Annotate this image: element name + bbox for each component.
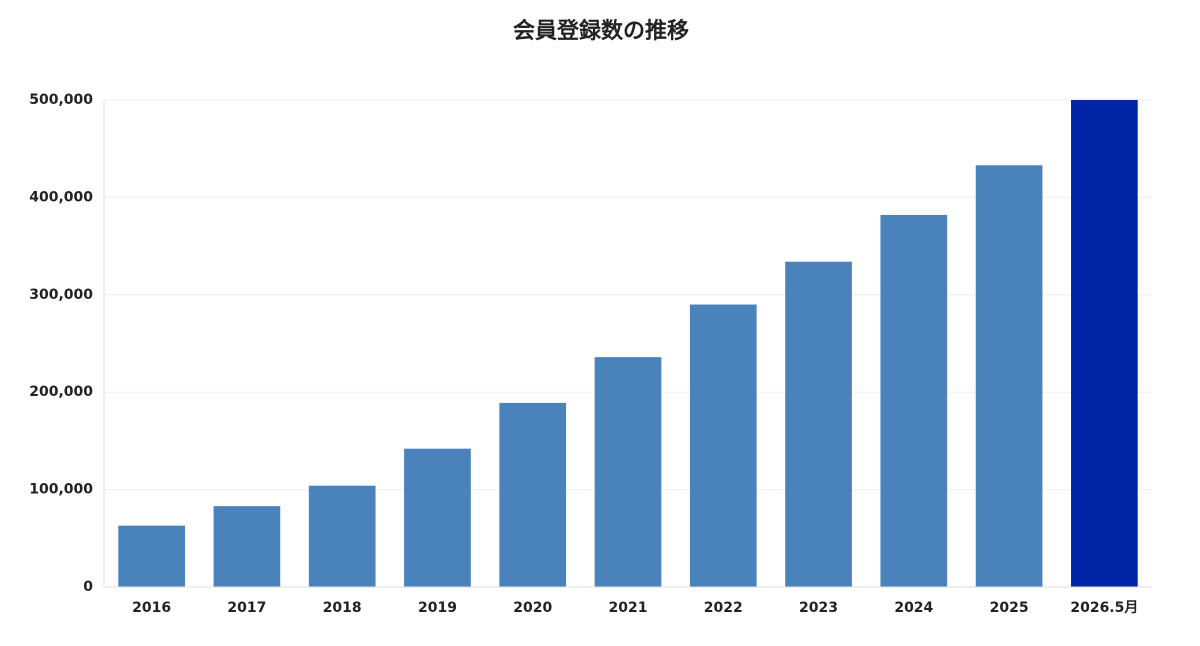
chart-title: 会員登録数の推移 <box>513 18 689 44</box>
bar <box>213 506 281 587</box>
x-tick-label: 2017 <box>227 600 266 616</box>
y-tick-label: 300,000 <box>29 287 93 303</box>
bar <box>308 485 376 587</box>
x-tick-label: 2024 <box>894 600 933 616</box>
y-tick-label: 100,000 <box>29 482 93 498</box>
bar <box>1071 100 1138 587</box>
bar <box>118 525 185 587</box>
y-tick-label: 200,000 <box>29 384 93 400</box>
bar <box>880 214 948 587</box>
bar <box>975 165 1043 587</box>
bar <box>404 448 471 587</box>
x-tick-label: 2026.5月 <box>1070 600 1138 616</box>
x-tick-label: 2023 <box>799 600 838 616</box>
bar <box>499 402 567 587</box>
x-tick-label: 2025 <box>990 600 1029 616</box>
bar <box>785 261 852 587</box>
y-tick-label: 500,000 <box>29 92 93 108</box>
x-tick-label: 2018 <box>323 600 362 616</box>
x-tick-label: 2021 <box>609 600 648 616</box>
x-tick-label: 2016 <box>132 600 171 616</box>
x-tick-label: 2020 <box>513 600 552 616</box>
x-tick-label: 2019 <box>418 600 457 616</box>
x-tick-label: 2022 <box>704 600 743 616</box>
y-tick-label: 400,000 <box>29 189 93 205</box>
bar <box>689 304 757 587</box>
bar <box>594 357 662 587</box>
y-tick-label: 0 <box>83 579 93 595</box>
